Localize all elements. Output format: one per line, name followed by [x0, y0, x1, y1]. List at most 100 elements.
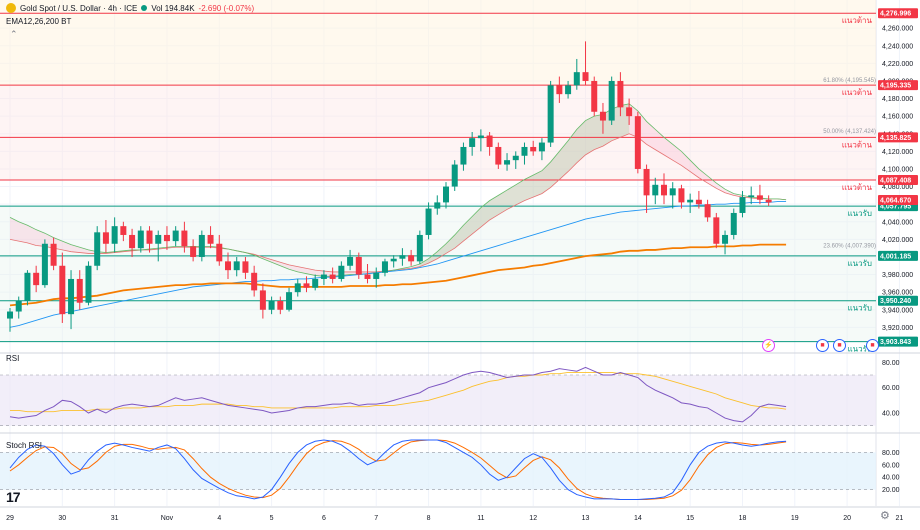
candle-body-42 — [373, 272, 380, 279]
y-tick-label-16: 4,240.000 — [882, 43, 913, 50]
level-price-tag-6-bg — [878, 295, 918, 306]
candle-body-15 — [137, 230, 144, 249]
indicator-legend[interactable]: EMA12,26,200 BT — [6, 17, 72, 26]
candle-body-3 — [33, 272, 40, 286]
candle-body-68 — [599, 111, 606, 121]
us-flag-event-icon-3[interactable]: ■ — [866, 339, 879, 352]
fib-label-1: 50.00% (4,137.424) — [823, 129, 876, 135]
candle-body-31 — [277, 300, 284, 310]
y-tick-label-5: 4,020.000 — [882, 237, 913, 244]
ema-cloud — [10, 103, 787, 277]
level-price-tag-3: 4,087.408 — [880, 178, 911, 185]
level-tag-7: แนวรับ — [848, 345, 873, 354]
candle-body-60 — [530, 146, 537, 152]
time-axis: 29 30 31 Nov 4 5 6 7 8 11 12 13 14 15 18 19 20 21 — [6, 515, 903, 522]
y-tick-label-8: 4,080.000 — [882, 184, 913, 191]
level-tag-2: แนวต้าน — [842, 140, 873, 149]
candle-body-81 — [713, 217, 720, 244]
candle-body-33 — [294, 283, 301, 293]
candle-body-36 — [320, 274, 327, 279]
candle-body-8 — [76, 278, 83, 303]
candle-body-9 — [85, 265, 92, 303]
x-tick-label-7: 7 — [374, 515, 378, 522]
candle-body-49 — [434, 202, 441, 209]
level-price-tag-4: 4,057.795 — [880, 204, 911, 211]
level-price-tag-1-bg — [878, 80, 918, 91]
candle-body-53 — [469, 138, 476, 147]
x-tick-label-17: 21 — [896, 515, 904, 522]
rsi-pane — [0, 366, 876, 426]
stoch-tick-label-2: 60.00 — [882, 462, 900, 469]
candle-body-12 — [111, 226, 118, 244]
gear-icon[interactable]: ⚙ — [880, 510, 890, 522]
level-price-tag-5-bg — [878, 250, 918, 261]
x-tick-label-5: 5 — [270, 515, 274, 522]
candle-body-32 — [286, 292, 293, 310]
candle-body-11 — [102, 232, 109, 244]
chevron-up-icon[interactable]: ⌃ — [10, 29, 18, 39]
rsi-line — [9, 366, 787, 423]
symbol-title[interactable]: Gold Spot / U.S. Dollar · 4h · ICE — [20, 3, 138, 13]
stoch-k-line — [9, 439, 787, 501]
price-axis: 3,920.000 3,940.000 3,960.000 3,980.000 4,00… — [878, 8, 918, 494]
candle-body-23 — [207, 234, 214, 244]
candle-body-20 — [181, 230, 188, 247]
ema-mid-line — [9, 201, 787, 328]
stoch-tick-label-0: 20.00 — [882, 487, 900, 494]
us-flag-event-icon[interactable]: ■ — [816, 339, 829, 352]
y-tick-label-13: 4,180.000 — [882, 96, 913, 103]
level-tag-1: แนวต้าน — [842, 88, 873, 97]
level-price-tag-0: 4,276.996 — [880, 11, 911, 18]
candle-body-35 — [312, 278, 319, 288]
x-tick-label-6: 6 — [322, 515, 326, 522]
candle-body-86 — [756, 195, 763, 200]
candle-body-43 — [381, 261, 388, 273]
x-tick-label-8: 8 — [427, 515, 431, 522]
rsi-pane-label[interactable]: RSI — [6, 354, 20, 363]
level-price-tag-0-bg — [878, 8, 918, 19]
horizontal-levels: แนวต้านแนวต้านแนวต้านแนวต้านแนวรับแนวรับ… — [0, 12, 876, 354]
flash-event-icon[interactable]: ⚡ — [762, 339, 775, 352]
stoch-pane-label[interactable]: Stoch RSI — [6, 441, 43, 450]
stoch-band-fill — [0, 452, 876, 490]
stoch-tick-label-1: 40.00 — [882, 475, 900, 482]
volume-value: Vol 194.84K — [151, 3, 195, 13]
candle-body-77 — [678, 188, 685, 203]
candle-body-67 — [591, 80, 598, 112]
y-tick-label-15: 4,220.000 — [882, 61, 913, 68]
current-price-tag-bg — [878, 195, 918, 206]
candles — [7, 41, 772, 332]
us-flag-event-icon-2[interactable]: ■ — [833, 339, 846, 352]
chart-header: Gold Spot / U.S. Dollar · 4h · ICE Vol 1… — [6, 3, 254, 13]
candle-body-38 — [338, 265, 345, 279]
candle-body-1 — [15, 300, 22, 312]
candle-body-70 — [617, 80, 624, 108]
candle-body-79 — [695, 199, 702, 205]
x-tick-label-16: 20 — [843, 515, 851, 522]
candle-body-13 — [120, 226, 127, 235]
ema200-line — [9, 243, 787, 307]
candle-body-2 — [24, 272, 31, 301]
candle-body-82 — [722, 234, 729, 244]
candle-body-40 — [355, 256, 362, 275]
candle-body-74 — [652, 184, 659, 196]
x-tick-label-4: 4 — [217, 515, 221, 522]
ema-fast-line — [9, 103, 787, 277]
candle-body-84 — [739, 197, 746, 213]
candle-body-48 — [425, 208, 432, 235]
level-price-tag-7: 3,903.843 — [880, 339, 911, 346]
x-tick-label-3: Nov — [161, 515, 174, 522]
fib-label-0: 61.80% (4,195.545) — [823, 78, 876, 84]
tradingview-logo[interactable]: 17 — [6, 489, 21, 505]
candle-body-19 — [172, 230, 179, 242]
candle-body-41 — [364, 274, 371, 279]
candle-body-44 — [390, 258, 397, 262]
candle-body-64 — [565, 85, 572, 95]
candle-body-54 — [477, 135, 484, 139]
candle-body-59 — [521, 146, 528, 156]
candle-body-75 — [661, 184, 667, 196]
price-change: -2.690 (-0.07%) — [198, 3, 255, 13]
candle-body-73 — [643, 168, 650, 196]
candle-body-76 — [669, 188, 676, 196]
